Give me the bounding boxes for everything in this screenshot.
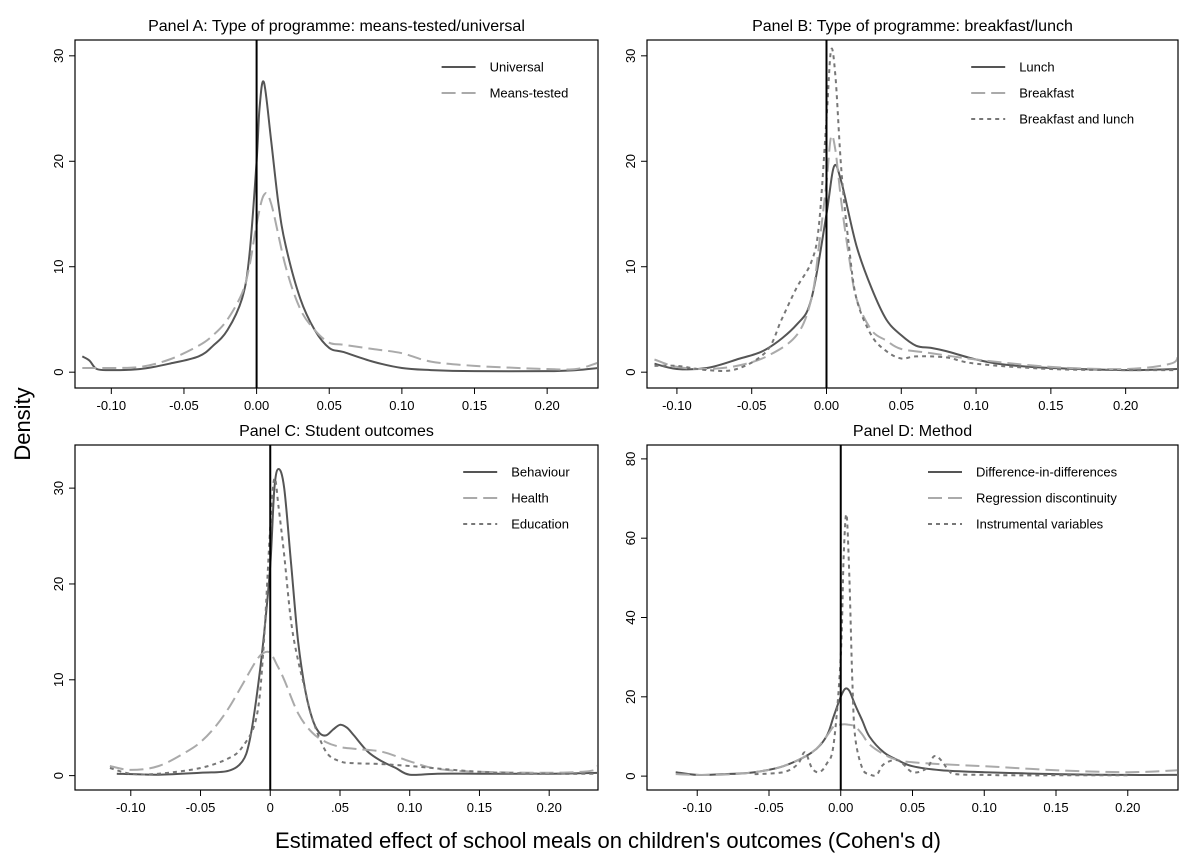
panel-a-series-0-line (81, 80, 597, 373)
panel-c-ytick-label: 30 (51, 481, 66, 495)
panel-c-ytick-label: 10 (51, 673, 66, 687)
panel-c-xtick-label: -0.10 (116, 800, 146, 815)
panel-b-xtick-label: 0.05 (889, 398, 914, 413)
figure-xlabel: Estimated effect of school meals on chil… (275, 828, 941, 853)
panel-b-ytick-label: 0 (623, 369, 638, 376)
panel-a-xtick-label: -0.05 (169, 398, 199, 413)
panel-a-ytick-label: 20 (51, 154, 66, 168)
panel-c-legend-label: Behaviour (511, 465, 570, 480)
panel-d-xtick-label: -0.10 (682, 800, 712, 815)
panel-a-xtick-label: 0.15 (462, 398, 487, 413)
panel-a-xtick-label: -0.10 (96, 398, 126, 413)
panel-d-legend-label: Regression discontinuity (976, 491, 1117, 506)
panel-d-legend: Difference-in-differences Regression disc… (928, 465, 1118, 532)
panel-b-xtick-label: -0.05 (737, 398, 767, 413)
panel-b-ytick-label: 20 (623, 154, 638, 168)
panel-b-legend-label: Breakfast (1019, 86, 1074, 101)
panel-a: Panel A: Type of programme: means-tested… (51, 18, 599, 413)
panel-c-series-2-line (109, 477, 597, 776)
panel-b-ytick-label: 30 (623, 49, 638, 63)
panel-c-legend-label: Health (511, 491, 549, 506)
panel-a-series-1-line (82, 191, 597, 371)
panel-b-legend-label: Lunch (1019, 60, 1054, 75)
panel-a-xtick-label: 0.00 (244, 398, 269, 413)
panel-d-legend-label: Instrumental variables (976, 517, 1104, 532)
panel-b-xtick-label: 0.00 (814, 398, 839, 413)
panel-d: Panel D: Method -0.10 -0.05 0.00 0.05 0.10 0.1… (623, 423, 1179, 815)
panel-c-frame (74, 444, 599, 791)
panel-c-xtick-label: -0.05 (186, 800, 216, 815)
panel-d-ytick-label: 40 (623, 610, 638, 624)
panel-d-ytick-label: 20 (623, 690, 638, 704)
panel-d-xtick-label: 0.20 (1115, 800, 1140, 815)
panel-b-xtick-label: -0.10 (662, 398, 692, 413)
figure-ylabel: Density (10, 387, 35, 460)
panel-c-title: Panel C: Student outcomes (239, 423, 434, 440)
panel-a-frame (74, 39, 599, 389)
panel-d-xtick-label: 0.05 (900, 800, 925, 815)
panel-d-xtick-label: 0.10 (972, 800, 997, 815)
panel-c-xtick-label: 0.10 (397, 800, 422, 815)
panel-c-xtick-label: 0 (267, 800, 274, 815)
panel-c-xtick-label: .05 (331, 800, 349, 815)
panel-d-ytick-label: 60 (623, 531, 638, 545)
panel-a-legend: Universal Means-tested (441, 60, 569, 101)
panel-b-legend: Lunch Breakfast Breakfast and lunch (971, 60, 1134, 127)
panel-d-series-0-line (675, 687, 1177, 777)
panel-d-title: Panel D: Method (853, 423, 972, 440)
panel-a-xtick-label: 0.05 (317, 398, 342, 413)
panel-c-ytick-label: 0 (51, 772, 66, 779)
panel-b-ytick-label: 10 (623, 259, 638, 273)
panel-c-ytick-label: 20 (51, 577, 66, 591)
panel-d-xtick-label: 0.00 (828, 800, 853, 815)
panel-a-xtick-label: 0.20 (534, 398, 559, 413)
panel-b-xtick-label: 0.10 (963, 398, 988, 413)
panel-b-xtick-label: 0.15 (1038, 398, 1063, 413)
panel-a-title: Panel A: Type of programme: means-tested… (148, 18, 525, 35)
panel-c-legend: Behaviour Health Education (463, 465, 570, 532)
panel-c-xtick-label: 0.15 (467, 800, 492, 815)
panel-d-xtick-label: -0.05 (754, 800, 784, 815)
panel-c-series-0-line (116, 468, 597, 776)
panel-b-title: Panel B: Type of programme: breakfast/lu… (752, 18, 1073, 35)
panel-b-series-0-line (654, 163, 1177, 372)
panel-a-ytick-label: 30 (51, 49, 66, 63)
panel-c-legend-label: Education (511, 517, 569, 532)
panel-c: Panel C: Student outcomes -0.10 -0.05 0 .05 0… (51, 423, 599, 815)
panel-b-legend-label: Breakfast and lunch (1019, 112, 1134, 127)
panel-b-series-1-line (654, 134, 1177, 371)
panel-d-legend-label: Difference-in-differences (976, 465, 1118, 480)
panel-d-ytick-label: 80 (623, 452, 638, 466)
panel-d-series-1-line (675, 723, 1177, 776)
panel-a-xtick-label: 0.10 (389, 398, 414, 413)
panel-a-legend-label: Means-tested (490, 86, 569, 101)
panel-c-series-1-line (109, 650, 597, 774)
panel-b: Panel B: Type of programme: breakfast/lu… (623, 18, 1179, 413)
panel-c-xtick-label: 0.20 (537, 800, 562, 815)
panel-a-legend-label: Universal (490, 60, 544, 75)
panel-d-ytick-label: 0 (623, 773, 638, 780)
panel-d-xtick-label: 0.15 (1043, 800, 1068, 815)
panel-b-frame (646, 39, 1179, 389)
panel-b-series-2-line (654, 47, 1177, 372)
panel-d-series-2-line (754, 513, 1128, 777)
panel-a-ytick-label: 10 (51, 259, 66, 273)
panel-a-ytick-label: 0 (51, 369, 66, 376)
panel-b-xtick-label: 0.20 (1113, 398, 1138, 413)
